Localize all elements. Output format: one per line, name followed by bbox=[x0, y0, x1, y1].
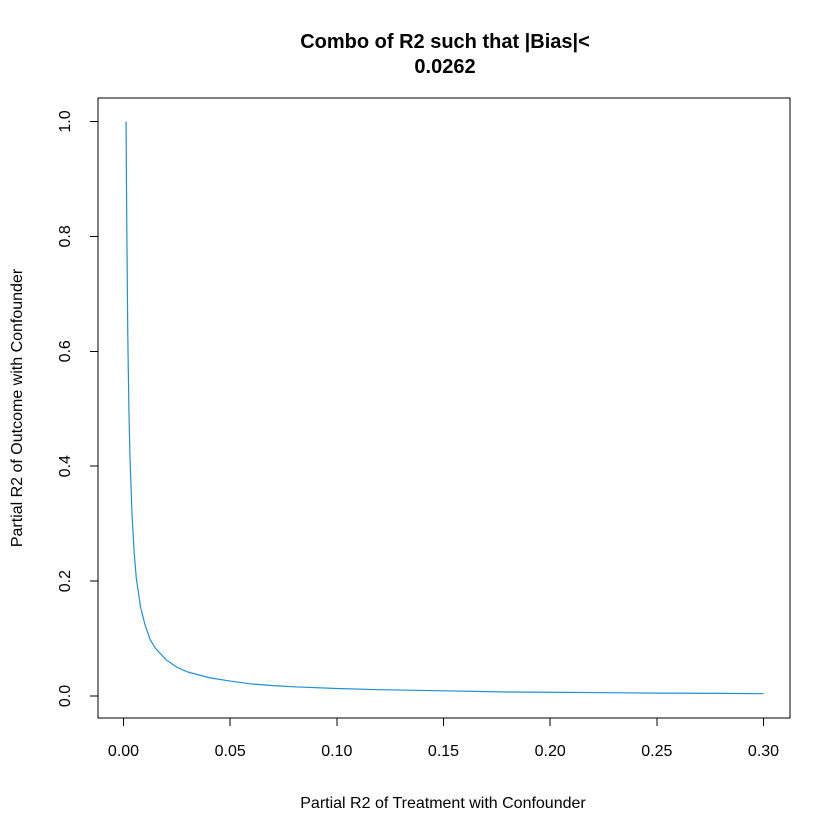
x-tick-label: 0.05 bbox=[215, 743, 246, 760]
y-axis: 0.0 0.2 0.4 0.6 0.8 1.0 bbox=[57, 110, 99, 707]
series-line bbox=[125, 121, 764, 695]
x-axis-label: Partial R2 of Treatment with Confounder bbox=[300, 795, 586, 812]
plot-frame bbox=[97, 97, 791, 719]
x-tick-label: 0.00 bbox=[108, 743, 139, 760]
chart-title-line-2: 0.0262 bbox=[414, 56, 475, 78]
x-tick-label: 0.30 bbox=[748, 743, 779, 760]
x-tick-label: 0.25 bbox=[641, 743, 672, 760]
y-tick-label: 1.0 bbox=[57, 110, 74, 132]
y-tick-label: 0.8 bbox=[57, 225, 74, 247]
series-layer bbox=[125, 121, 764, 695]
x-tick-label: 0.15 bbox=[428, 743, 459, 760]
y-tick-label: 0.6 bbox=[57, 340, 74, 362]
x-tick-label: 0.20 bbox=[535, 743, 566, 760]
x-tick-label: 0.10 bbox=[321, 743, 352, 760]
y-tick-label: 0.4 bbox=[57, 455, 74, 477]
y-axis-label: Partial R2 of Outcome with Confounder bbox=[9, 268, 26, 547]
y-tick-label: 0.2 bbox=[57, 570, 74, 592]
chart-title-line-1: Combo of R2 such that |Bias|< bbox=[300, 31, 590, 53]
x-axis: 0.00 0.05 0.10 0.15 0.20 0.25 0.30 bbox=[108, 717, 779, 760]
y-tick-label: 0.0 bbox=[57, 685, 74, 707]
